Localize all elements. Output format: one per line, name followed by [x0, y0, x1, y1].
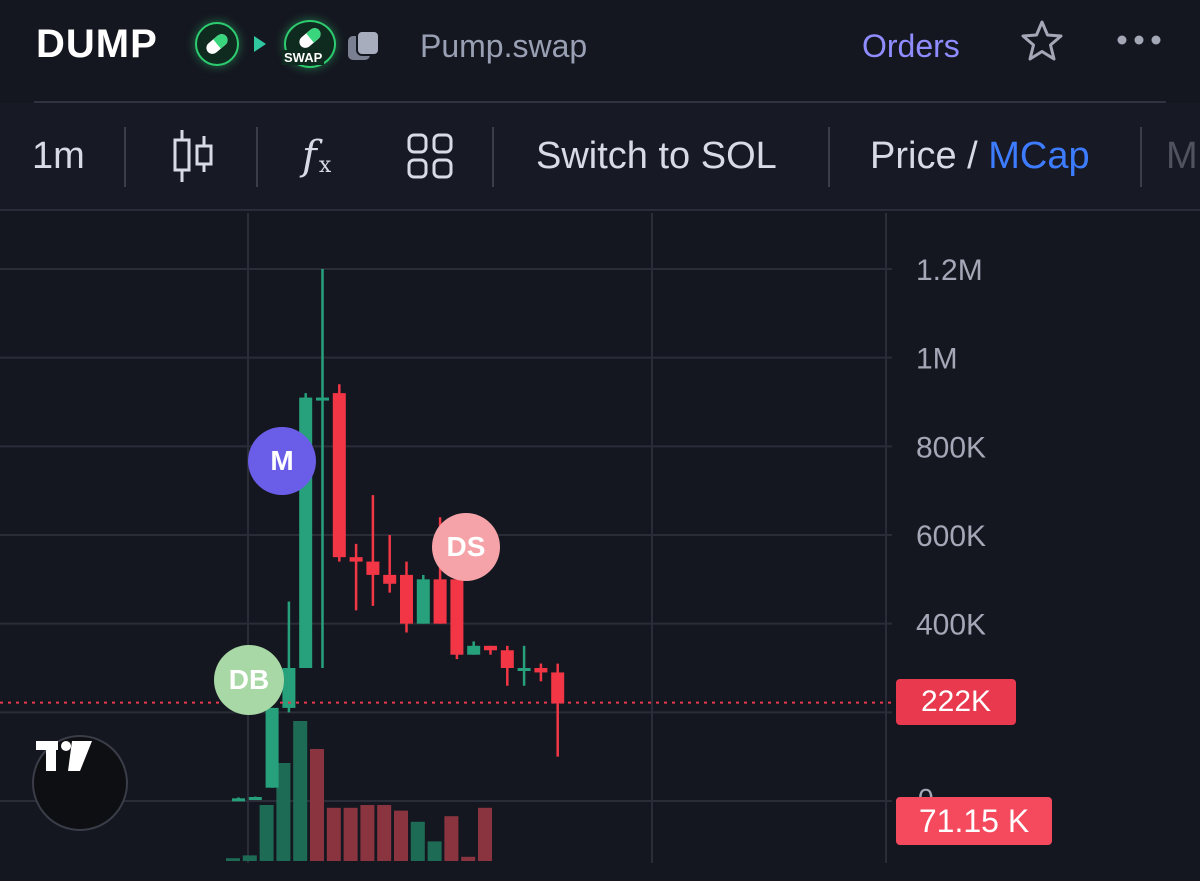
toolbar-separator: [1140, 127, 1142, 187]
candle-body: [282, 668, 296, 708]
candle-body: [551, 672, 565, 704]
price-option[interactable]: Price: [870, 134, 957, 177]
swap-pill-icon: SWAP: [282, 20, 336, 68]
token-name: DUMP: [36, 22, 158, 66]
candle-body: [383, 574, 397, 584]
candle-body: [500, 650, 514, 668]
volume-bar: [360, 805, 375, 861]
candle-body: [265, 707, 279, 788]
volume-bar: [394, 810, 408, 861]
marker-m[interactable]: M: [248, 427, 316, 495]
layout-grid-icon[interactable]: [406, 103, 454, 209]
marker-db[interactable]: DB: [214, 645, 284, 715]
switch-to-sol-button[interactable]: Switch to SOL: [536, 134, 777, 177]
y-axis-tick-label: 1.2M: [916, 254, 983, 287]
volume-bar: [410, 821, 425, 861]
play-arrow-icon: [254, 36, 266, 52]
chart-canvas[interactable]: 1.2M 1M 800K 600K 400K: [0, 213, 1200, 881]
candle-body: [248, 797, 262, 801]
volume-bar: [326, 807, 341, 861]
interval-selector[interactable]: 1m: [32, 134, 85, 177]
candlestick-icon[interactable]: [170, 103, 216, 209]
volume-bar: [343, 807, 358, 861]
header-bar: DUMP SWAP Pump.swap Orders: [0, 0, 1200, 103]
volume-bar: [461, 856, 476, 861]
toolbar-overflow-item[interactable]: M: [1166, 134, 1198, 177]
candle-body: [484, 645, 497, 651]
candle-body: [400, 574, 413, 624]
pill-icon: [195, 22, 239, 66]
volume-bar: [427, 841, 442, 861]
candle-body: [534, 668, 548, 673]
fx-sub-glyph: x: [318, 152, 332, 178]
volume-bar: [478, 807, 492, 861]
tradingview-logo-icon[interactable]: [32, 735, 128, 831]
current-price-tag: 222K: [896, 679, 1016, 725]
y-axis-tick-label: 800K: [916, 431, 986, 464]
toolbar-separator: [828, 127, 830, 187]
toggle-slash: /: [956, 134, 989, 177]
price-mcap-toggle[interactable]: Price / MCap: [870, 103, 1090, 209]
candle-body: [416, 579, 430, 624]
volume-bar: [226, 858, 240, 861]
swap-badge-label: SWAP: [282, 50, 325, 65]
volume-tag: 71.15 K: [896, 797, 1052, 845]
marker-ds[interactable]: DS: [432, 513, 500, 581]
y-axis-tick-label: 1M: [916, 343, 958, 376]
candle-body: [450, 579, 464, 655]
y-axis-tick-label: 400K: [916, 609, 986, 642]
candle-body: [517, 668, 531, 671]
volume-bar: [293, 721, 308, 861]
volume-bar: [444, 816, 459, 861]
candle-body: [332, 393, 346, 558]
copy-icon[interactable]: [346, 28, 382, 64]
volume-bar: [377, 805, 392, 861]
star-icon[interactable]: [1018, 18, 1066, 66]
candle-body: [349, 557, 363, 562]
toolbar-separator: [492, 127, 494, 187]
candle-body: [232, 798, 245, 802]
volume-bar: [242, 855, 257, 861]
fx-main-glyph: f: [302, 133, 317, 179]
volume-bar: [310, 749, 324, 861]
candle-body: [316, 397, 329, 401]
platform-label: Pump.swap: [420, 28, 588, 64]
toolbar-separator: [256, 127, 258, 187]
volume-bar: [276, 763, 291, 861]
orders-button[interactable]: Orders: [862, 28, 960, 64]
more-dots-icon[interactable]: [1116, 30, 1162, 50]
mcap-option[interactable]: MCap: [988, 134, 1090, 177]
toolbar-separator: [124, 127, 126, 187]
header-divider: [34, 101, 1166, 103]
candle-body: [433, 579, 447, 624]
volume-bar: [259, 805, 274, 861]
candle-body: [467, 645, 481, 655]
candle-body: [366, 561, 380, 575]
y-axis-tick-label: 600K: [916, 520, 986, 553]
